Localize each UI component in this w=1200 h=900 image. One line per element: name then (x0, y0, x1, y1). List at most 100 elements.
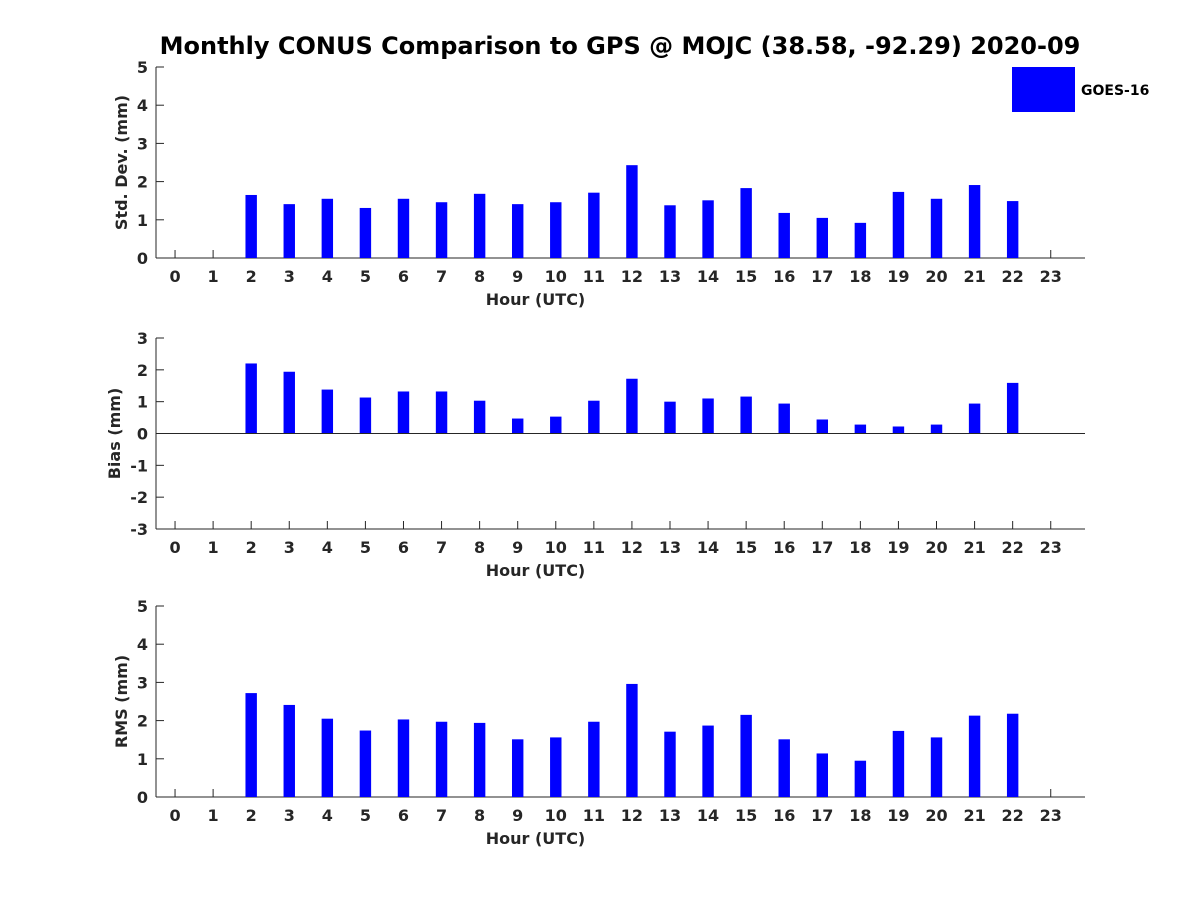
x-tick-label: 9 (512, 538, 523, 557)
y-tick-label: 4 (137, 96, 148, 115)
y-axis-label: Std. Dev. (mm) (112, 95, 131, 230)
x-tick-label: 2 (246, 806, 257, 825)
x-tick-label: 13 (659, 806, 681, 825)
bar (854, 760, 867, 797)
y-tick-label: 4 (137, 635, 148, 654)
y-tick-label: -1 (130, 456, 148, 475)
bar (245, 363, 257, 434)
bar (702, 398, 714, 434)
bar (1006, 201, 1019, 258)
x-tick-label: 19 (887, 267, 909, 286)
x-tick-label: 22 (1002, 267, 1024, 286)
bar (245, 194, 257, 258)
x-tick-label: 17 (811, 267, 833, 286)
bar (321, 389, 334, 434)
x-tick-label: 0 (169, 538, 180, 557)
x-tick-label: 5 (360, 538, 371, 557)
bar (473, 722, 486, 797)
x-tick-label: 9 (512, 267, 523, 286)
bar (550, 737, 562, 797)
x-tick-label: 10 (545, 806, 567, 825)
y-tick-label: 1 (137, 211, 148, 230)
x-tick-label: 18 (849, 538, 871, 557)
y-tick-label: 2 (137, 361, 148, 380)
bar (397, 391, 410, 434)
bar (283, 704, 295, 797)
y-tick-label: 2 (137, 173, 148, 192)
x-tick-label: 15 (735, 806, 757, 825)
y-tick-label: 0 (137, 425, 148, 444)
bar (588, 192, 600, 258)
bar (778, 403, 790, 434)
bar (397, 719, 410, 797)
x-tick-label: 1 (208, 538, 219, 557)
bar (473, 193, 486, 258)
x-tick-label: 19 (887, 538, 909, 557)
bar (816, 753, 829, 797)
y-tick-label: 1 (137, 393, 148, 412)
x-tick-label: 18 (849, 267, 871, 286)
bar (550, 416, 562, 434)
x-tick-label: 12 (621, 806, 643, 825)
x-tick-label: 11 (583, 538, 605, 557)
x-tick-label: 11 (583, 267, 605, 286)
x-tick-label: 16 (773, 538, 795, 557)
y-tick-label: 1 (137, 750, 148, 769)
x-tick-label: 20 (925, 806, 947, 825)
bar (550, 202, 562, 258)
y-tick-label: 0 (137, 788, 148, 807)
bar (664, 205, 676, 258)
x-tick-label: 2 (246, 267, 257, 286)
x-axis-label: Hour (UTC) (486, 561, 586, 580)
bar (397, 198, 410, 258)
y-tick-label: 5 (137, 58, 148, 77)
bar (968, 715, 981, 797)
x-tick-label: 17 (811, 538, 833, 557)
bar (359, 397, 372, 434)
x-tick-label: 21 (963, 806, 985, 825)
y-tick-label: -3 (130, 520, 148, 539)
bar (511, 739, 524, 797)
x-tick-label: 10 (545, 538, 567, 557)
x-tick-label: 23 (1040, 538, 1062, 557)
x-tick-label: 8 (474, 806, 485, 825)
bar (321, 718, 334, 797)
bar (321, 198, 334, 258)
x-tick-label: 6 (398, 538, 409, 557)
y-tick-label: 5 (137, 597, 148, 616)
x-tick-label: 4 (322, 806, 333, 825)
bar (359, 730, 372, 797)
x-tick-label: 10 (545, 267, 567, 286)
bar (473, 400, 486, 434)
bar (664, 731, 676, 797)
bar (588, 400, 600, 434)
bar (892, 191, 905, 258)
x-tick-label: 8 (474, 267, 485, 286)
bar (702, 200, 714, 258)
bar (816, 419, 829, 434)
x-tick-label: 22 (1002, 806, 1024, 825)
bar (1006, 382, 1019, 434)
x-tick-label: 8 (474, 538, 485, 557)
x-tick-label: 14 (697, 538, 719, 557)
bar (359, 207, 372, 258)
x-tick-label: 16 (773, 267, 795, 286)
bar (1006, 713, 1019, 797)
bar (511, 204, 524, 258)
bar (930, 737, 943, 797)
x-tick-label: 12 (621, 267, 643, 286)
x-tick-label: 4 (322, 267, 333, 286)
x-tick-label: 2 (246, 538, 257, 557)
x-tick-label: 1 (208, 267, 219, 286)
x-tick-label: 22 (1002, 538, 1024, 557)
x-tick-label: 6 (398, 806, 409, 825)
figure-title: Monthly CONUS Comparison to GPS @ MOJC (… (160, 32, 1081, 60)
bar (778, 212, 790, 258)
legend-label: GOES-16 (1081, 83, 1149, 99)
bar (892, 730, 905, 797)
bar (435, 202, 448, 258)
y-tick-label: 2 (137, 712, 148, 731)
y-axis-label: Bias (mm) (105, 388, 124, 480)
legend: GOES-16 (1012, 67, 1149, 112)
